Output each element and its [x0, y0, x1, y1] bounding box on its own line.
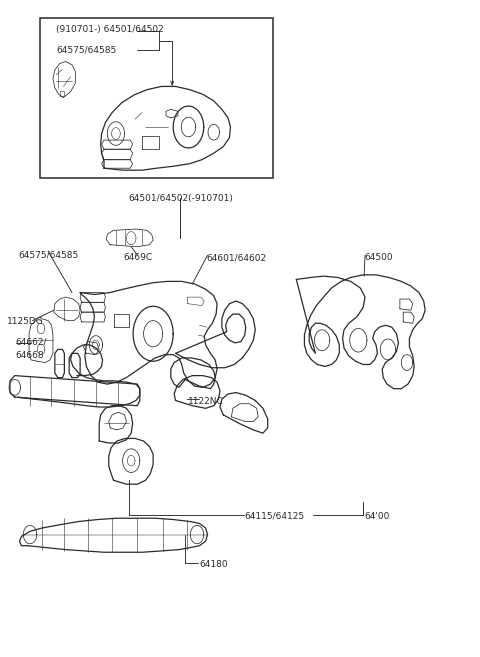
Text: 1125DG: 1125DG	[7, 317, 44, 327]
Text: 64575/64585: 64575/64585	[56, 46, 117, 55]
Text: 64115/64125: 64115/64125	[245, 512, 305, 521]
Text: (910701-) 64501/64502: (910701-) 64501/64502	[56, 25, 164, 34]
Text: 6469C: 6469C	[123, 254, 152, 262]
Text: 64180: 64180	[199, 560, 228, 568]
Bar	[39, 18, 274, 178]
Text: 64'00: 64'00	[364, 512, 389, 521]
Text: 64500: 64500	[364, 254, 393, 262]
Text: 64601/64602: 64601/64602	[206, 254, 267, 262]
Text: 64501/64502(-910701): 64501/64502(-910701)	[128, 194, 233, 204]
Text: 64662/: 64662/	[16, 337, 47, 346]
Text: 64575/64585: 64575/64585	[18, 250, 78, 259]
Text: 64668: 64668	[16, 351, 44, 361]
Text: 1122NC: 1122NC	[188, 397, 223, 406]
